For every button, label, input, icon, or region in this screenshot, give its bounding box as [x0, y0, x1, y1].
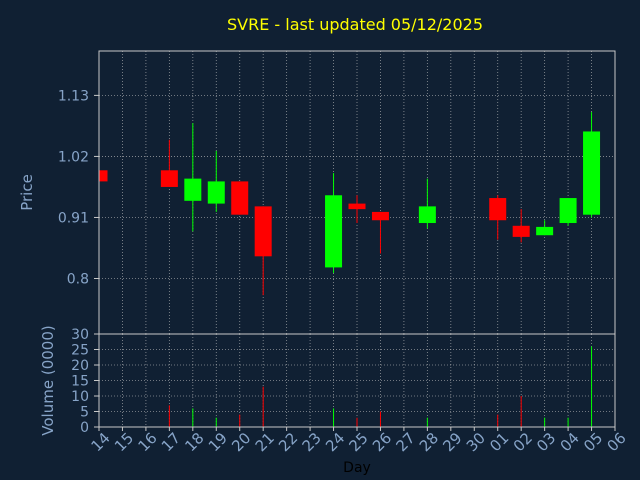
x-tick-label: 19: [205, 429, 231, 455]
x-tick-label: 05: [580, 429, 606, 455]
volume-tick-label: 20: [71, 358, 89, 374]
candle-body: [559, 198, 577, 224]
candle-body: [254, 206, 272, 257]
x-tick-label: 04: [557, 429, 583, 455]
x-tick-label: 27: [392, 429, 418, 455]
candle-body: [418, 206, 436, 224]
x-tick-label: 23: [299, 429, 325, 455]
x-tick-label: 06: [604, 429, 630, 455]
x-tick-label: 17: [158, 429, 184, 455]
candle-body: [231, 181, 249, 215]
chart-title: SVRE - last updated 05/12/2025: [227, 15, 483, 34]
x-tick-label: 25: [346, 429, 372, 455]
x-tick-label: 16: [134, 429, 160, 455]
price-tick-label: 1.13: [58, 88, 89, 104]
volume-tick-label: 5: [80, 405, 89, 421]
candle-body: [348, 203, 366, 210]
candle-body: [184, 178, 202, 201]
volume-tick-label: 15: [71, 374, 89, 390]
x-tick-label: 30: [463, 429, 489, 455]
candle-body: [207, 181, 225, 204]
x-tick-label: 15: [111, 429, 137, 455]
price-tick-label: 0.91: [58, 210, 89, 226]
volume-tick-label: 0: [80, 420, 89, 436]
candle-body: [536, 226, 554, 236]
x-tick-label: 26: [369, 429, 395, 455]
candle-body: [371, 211, 389, 221]
candle-body: [583, 131, 601, 215]
volume-axis-label: Volume (0000): [39, 325, 57, 435]
x-tick-label: 03: [533, 429, 559, 455]
price-tick-label: 0.8: [67, 272, 89, 288]
x-tick-label: 22: [275, 429, 301, 455]
x-tick-label: 20: [228, 429, 254, 455]
volume-tick-label: 30: [71, 327, 89, 343]
candle-body: [99, 170, 108, 182]
price-axis-label: Price: [18, 174, 36, 211]
candle-body: [489, 198, 507, 221]
price-tick-label: 1.02: [58, 149, 89, 165]
x-tick-label: 29: [439, 429, 465, 455]
x-tick-label: 28: [416, 429, 442, 455]
candle-body: [325, 195, 343, 268]
x-tick-label: 24: [322, 429, 348, 455]
x-tick-label: 14: [88, 429, 114, 455]
x-axis: 1415161718192021222324252627282930010203…: [88, 427, 630, 476]
x-tick-label: 21: [252, 429, 278, 455]
x-tick-label: 02: [510, 429, 536, 455]
x-tick-label: 18: [181, 429, 207, 455]
candle-body: [160, 170, 178, 187]
price-panel: 0.8 0.91 1.02 1.13 Price: [18, 50, 616, 335]
x-axis-label: Day: [343, 460, 371, 476]
volume-tick-label: 10: [71, 389, 89, 405]
volume-tick-label: 25: [71, 343, 89, 359]
x-tick-label: 01: [486, 429, 512, 455]
candle-body: [512, 225, 530, 237]
